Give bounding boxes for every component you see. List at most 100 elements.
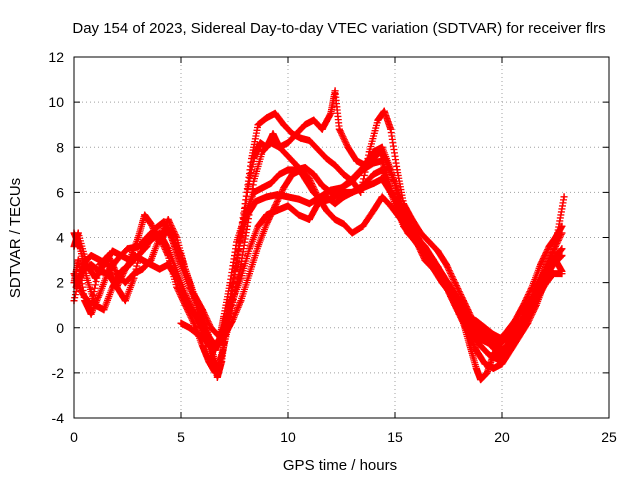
data-point (425, 238, 433, 246)
data-point (498, 337, 506, 345)
data-point (524, 301, 532, 309)
data-point (284, 166, 292, 174)
y-axis-label: SDTVAR / TECUs (7, 178, 24, 298)
data-point (147, 220, 155, 228)
data-point (301, 164, 309, 172)
data-point (297, 166, 305, 174)
data-point (267, 179, 275, 187)
data-point (477, 376, 485, 384)
data-point (511, 317, 519, 325)
data-point (331, 87, 339, 95)
data-point (130, 252, 138, 260)
data-point (558, 229, 566, 237)
data-point (284, 202, 292, 210)
data-point (109, 247, 117, 255)
data-point (271, 109, 279, 117)
data-point (331, 200, 339, 208)
data-point (79, 290, 87, 298)
data-point (507, 346, 515, 354)
data-point (459, 319, 467, 327)
data-point (472, 324, 480, 332)
data-point (263, 114, 271, 122)
data-point (344, 143, 352, 151)
data-point (190, 290, 198, 298)
data-point (104, 252, 112, 260)
data-point (393, 166, 401, 174)
data-point (370, 148, 378, 156)
y-tick-label: 2 (56, 275, 64, 291)
data-point (113, 256, 121, 264)
data-point (417, 238, 425, 246)
data-point (258, 184, 266, 192)
data-point (284, 193, 292, 201)
data-point (477, 342, 485, 350)
data-point (130, 274, 138, 282)
data-point (275, 143, 283, 151)
y-tick-label: -4 (52, 410, 65, 426)
data-point (489, 351, 497, 359)
data-point (198, 306, 206, 314)
data-point (243, 222, 251, 230)
data-point (549, 247, 557, 255)
data-point (293, 161, 301, 169)
data-point (224, 324, 232, 332)
data-point (558, 270, 566, 278)
data-point (560, 193, 568, 201)
y-tick-label: -2 (52, 365, 65, 381)
data-point (263, 193, 271, 201)
data-point (391, 179, 399, 187)
data-point (156, 234, 164, 241)
data-point (359, 222, 367, 230)
data-point (348, 175, 356, 183)
data-point (378, 143, 386, 151)
x-axis-label: GPS time / hours (283, 457, 397, 474)
data-point (472, 346, 480, 354)
data-point (528, 283, 536, 291)
data-point (348, 188, 356, 196)
data-point (181, 265, 189, 273)
data-point (117, 252, 125, 260)
data-point (472, 333, 480, 341)
data-point (203, 337, 211, 345)
x-tick-label: 10 (280, 429, 296, 445)
data-point (250, 177, 258, 185)
data-point (237, 234, 245, 241)
data-point (515, 333, 523, 341)
data-point (507, 333, 515, 341)
data-point (295, 195, 303, 203)
data-point (147, 229, 155, 237)
data-point (331, 215, 339, 223)
data-point (198, 342, 206, 350)
data-point (370, 206, 378, 214)
data-point (400, 206, 408, 214)
y-tick-label: 8 (56, 139, 64, 155)
data-point (318, 125, 326, 133)
data-point (248, 155, 256, 163)
data-point (275, 170, 283, 178)
data-point (173, 234, 181, 241)
data-point (335, 125, 343, 133)
data-point (237, 297, 245, 305)
data-point (323, 155, 331, 163)
data-point (378, 166, 386, 174)
data-point (327, 186, 335, 194)
data-point (100, 306, 108, 314)
data-point (245, 245, 253, 253)
data-point (464, 310, 472, 318)
axis-ticks: 0 5 10 15 20 25 -4 -2 0 2 4 6 8 10 12 (48, 49, 617, 445)
data-point (143, 243, 151, 251)
data-point (190, 319, 198, 327)
data-point (376, 148, 384, 156)
data-point (537, 261, 545, 269)
data-point (451, 297, 459, 305)
x-tick-label: 5 (177, 429, 185, 445)
data-point (310, 116, 318, 124)
data-point (301, 121, 309, 129)
data-point (87, 261, 95, 269)
data-point (79, 261, 87, 269)
data-point (558, 252, 566, 260)
data-point (466, 342, 474, 350)
data-point (532, 301, 540, 309)
data-point (532, 288, 540, 296)
